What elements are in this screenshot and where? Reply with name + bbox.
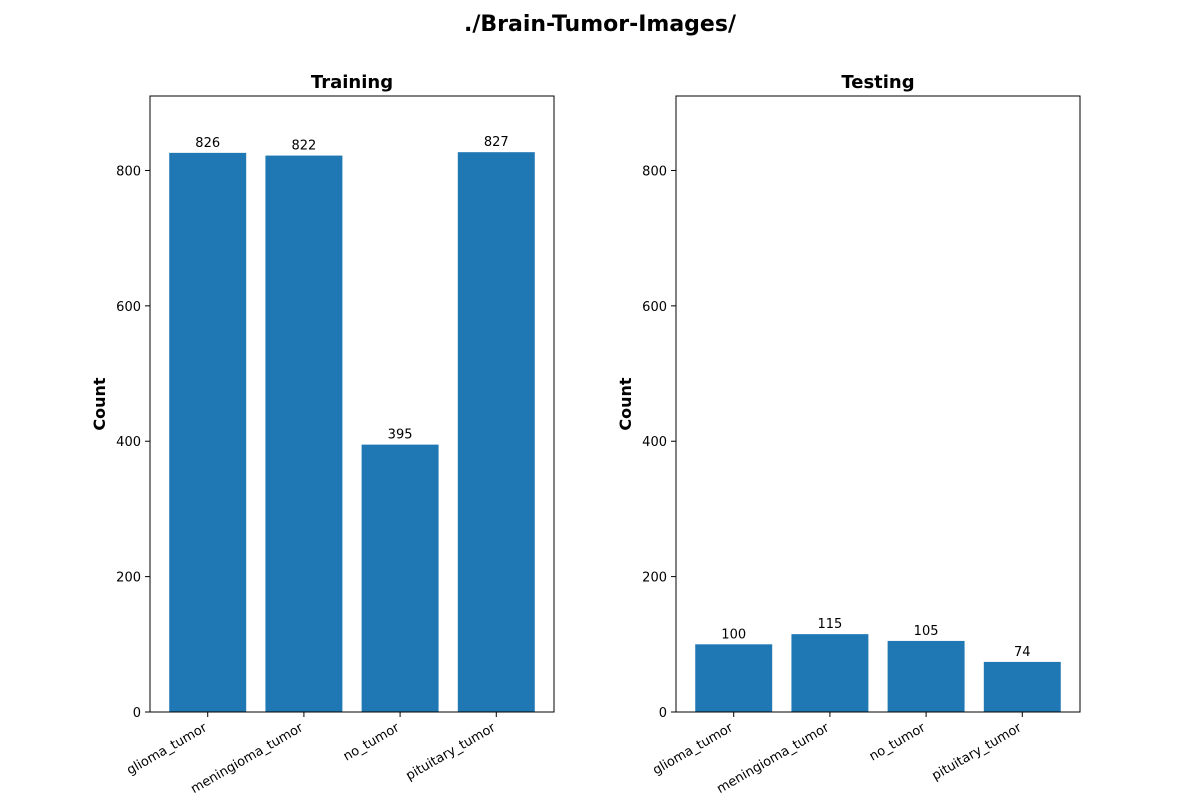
x-tick-label-no_tumor: no_tumor (341, 720, 403, 764)
chart-panel-training: 826 8223958270200400600800glioma_tumormen… (90, 72, 555, 797)
y-axis-label: Count (90, 377, 109, 431)
data-label-no_tumor: 395 (388, 428, 413, 443)
x-tick-label-glioma_tumor: glioma_tumor (650, 720, 736, 778)
y-tick-label: 200 (116, 571, 141, 586)
bar-meningioma_tumor (265, 155, 343, 713)
y-tick-label: 400 (642, 435, 667, 450)
y-tick-label: 0 (659, 706, 667, 721)
data-label-meningioma_tumor: 822 (291, 139, 316, 154)
x-tick-label-pituitary_tumor: pituitary_tumor (930, 720, 1025, 784)
y-tick-label: 200 (642, 571, 667, 586)
data-label-glioma_tumor: 100 (721, 627, 746, 642)
x-tick-label-no_tumor: no_tumor (867, 720, 929, 764)
x-tick-label-glioma_tumor: glioma_tumor (124, 720, 210, 778)
bar-pituitary_tumor (457, 152, 535, 712)
bar-no_tumor (887, 640, 965, 712)
data-label-glioma_tumor: 826 (195, 136, 220, 151)
data-label-no_tumor: 105 (914, 624, 939, 639)
x-tick-label-pituitary_tumor: pituitary_tumor (404, 720, 499, 784)
bar-glioma_tumor (695, 644, 773, 712)
y-axis-label: Count (616, 377, 635, 431)
y-tick-label: 800 (642, 164, 667, 179)
chart-title: Training (311, 72, 393, 93)
data-label-pituitary_tumor: 74 (1014, 645, 1031, 660)
data-label-meningioma_tumor: 115 (817, 617, 842, 632)
y-tick-label: 400 (116, 435, 141, 450)
axes-frame (149, 95, 555, 713)
y-tick-label: 600 (642, 300, 667, 315)
bar-meningioma_tumor (791, 634, 869, 712)
data-label-pituitary_tumor: 827 (484, 135, 509, 150)
y-tick-label: 600 (116, 300, 141, 315)
axes-frame (675, 95, 1081, 713)
bar-glioma_tumor (169, 152, 247, 712)
y-tick-label: 0 (133, 706, 141, 721)
figure-suptitle: ./Brain-Tumor-Images/ (464, 12, 736, 37)
bar-no_tumor (361, 444, 439, 712)
y-tick-label: 800 (116, 164, 141, 179)
chart-title: Testing (841, 72, 914, 93)
bar-pituitary_tumor (983, 661, 1061, 712)
